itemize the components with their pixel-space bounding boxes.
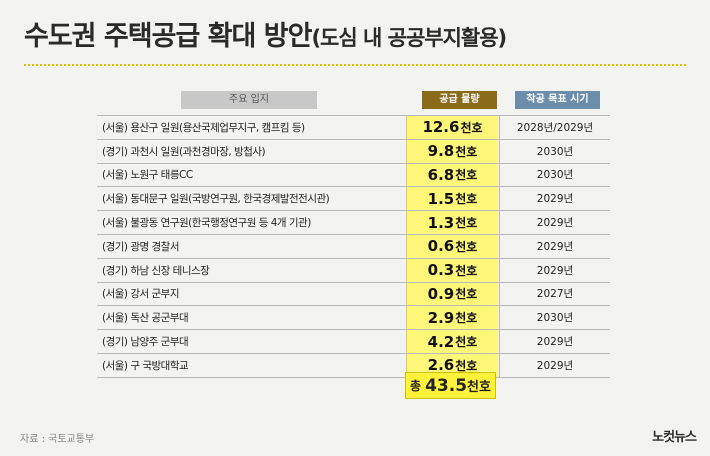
- row-volume: 0.9 천호: [406, 282, 498, 306]
- row-location: (서울) 강서 군부지: [102, 288, 180, 301]
- volume-value: 0.9: [427, 284, 455, 303]
- title-sub: (도심 내 공공부지활용): [311, 26, 507, 50]
- row-location: (경기) 하남 신장 테니스장: [102, 264, 210, 277]
- row-volume: 1.3 천호: [406, 211, 498, 234]
- row-start: 2030년: [499, 139, 610, 163]
- table-row: (서울) 독산 공군부대 2.9 천호 2030년: [97, 306, 610, 331]
- table-row: (경기) 남양주 군부대 4.2 천호 2029년: [97, 330, 610, 354]
- volume-value: 4.2: [427, 332, 455, 351]
- total-badge: 총 43.5 천호: [405, 372, 496, 399]
- row-location: (서울) 독산 공군부대: [102, 312, 189, 325]
- table-row: (서울) 동대문구 일원(국방연구원, 한국경제발전전시관) 1.5 천호 2029년: [97, 187, 610, 212]
- title-divider: [24, 64, 686, 66]
- row-location: (경기) 남양주 군부대: [102, 336, 189, 349]
- table-body: (서울) 용산구 일원(용산국제업무지구, 캠프킴 등) 12.6 천호 2028년/…: [97, 115, 610, 378]
- row-volume: 0.3 천호: [406, 258, 498, 282]
- row-volume: 2.9 천호: [406, 306, 498, 330]
- row-volume: 4.2 천호: [406, 330, 498, 353]
- row-start: 2030년: [499, 306, 610, 330]
- volume-unit: 천호: [455, 311, 478, 326]
- row-volume: 2.6 천호: [406, 353, 498, 377]
- volume-unit: 천호: [455, 192, 478, 207]
- row-location: (경기) 광명 경찰서: [102, 240, 180, 253]
- row-start: 2030년: [499, 163, 610, 187]
- volume-unit: 천호: [455, 239, 478, 254]
- row-start: 2029년: [499, 187, 610, 211]
- row-volume: 1.5 천호: [406, 187, 498, 211]
- table-row: (서울) 용산구 일원(용산국제업무지구, 캠프킴 등) 12.6 천호 2028년/…: [97, 116, 610, 140]
- volume-unit: 천호: [455, 335, 478, 350]
- total-label: 총: [410, 379, 422, 393]
- header-location: 주요 입지: [181, 91, 317, 109]
- volume-value: 0.3: [427, 261, 455, 280]
- row-start: 2027년: [499, 282, 610, 306]
- volume-unit: 천호: [455, 168, 478, 183]
- publisher-logo: 노컷뉴스: [652, 430, 697, 445]
- table-header: 주요 입지 공급 물량 착공 목표 시기: [97, 91, 610, 109]
- table-row: (서울) 불광동 연구원(한국행정연구원 등 4개 기관) 1.3 천호 2029년: [97, 211, 610, 235]
- row-location: (서울) 구 국방대학교: [102, 359, 189, 372]
- volume-value: 12.6: [422, 118, 460, 137]
- page-title: 수도권 주택공급 확대 방안(도심 내 공공부지활용): [24, 14, 507, 53]
- total-value: 43.5: [425, 375, 468, 396]
- row-location: (서울) 불광동 연구원(한국행정연구원 등 4개 기관): [102, 217, 311, 230]
- volume-value: 6.8: [427, 165, 455, 184]
- row-start: 2029년: [499, 330, 610, 353]
- table-row: (경기) 광명 경찰서 0.6 천호 2029년: [97, 234, 610, 259]
- row-volume: 6.8 천호: [406, 163, 498, 187]
- volume-value: 0.6: [427, 237, 455, 256]
- row-location: (서울) 용산구 일원(용산국제업무지구, 캠프킴 등): [102, 121, 305, 134]
- row-volume: 12.6 천호: [406, 116, 498, 139]
- volume-unit: 천호: [455, 263, 478, 278]
- volume-unit: 천호: [455, 287, 478, 302]
- row-volume: 0.6 천호: [406, 234, 498, 258]
- volume-value: 9.8: [427, 142, 455, 161]
- volume-unit: 천호: [455, 358, 478, 373]
- volume-value: 2.6: [427, 356, 455, 375]
- table-row: (서울) 구 국방대학교 2.6 천호 2029년: [97, 353, 610, 378]
- volume-value: 1.5: [427, 189, 455, 208]
- title-main: 수도권 주택공급 확대 방안: [24, 21, 312, 52]
- supply-table: 주요 입지 공급 물량 착공 목표 시기 (서울) 용산구 일원(용산국제업무지…: [97, 91, 610, 378]
- volume-unit: 천호: [460, 120, 483, 135]
- row-start: 2029년: [499, 353, 610, 377]
- row-start: 2028년/2029년: [499, 116, 610, 139]
- table-row: (경기) 하남 신장 테니스장 0.3 천호 2029년: [97, 258, 610, 283]
- row-location: (경기) 과천시 일원(과천경마장, 방첩사): [102, 145, 266, 158]
- row-start: 2029년: [499, 234, 610, 258]
- row-volume: 9.8 천호: [406, 139, 498, 163]
- volume-unit: 천호: [455, 216, 478, 231]
- table-row: (서울) 노원구 태릉CC 6.8 천호 2030년: [97, 163, 610, 188]
- table-row: (경기) 과천시 일원(과천경마장, 방첩사) 9.8 천호 2030년: [97, 139, 610, 164]
- total-unit: 천호: [467, 380, 491, 395]
- row-location: (서울) 동대문구 일원(국방연구원, 한국경제발전전시관): [102, 193, 330, 206]
- table-row: (서울) 강서 군부지 0.9 천호 2027년: [97, 282, 610, 307]
- volume-value: 2.9: [427, 308, 455, 327]
- source-note: 자료 : 국토교통부: [20, 434, 95, 445]
- row-start: 2029년: [499, 211, 610, 234]
- volume-value: 1.3: [427, 213, 455, 232]
- header-volume: 공급 물량: [422, 91, 497, 109]
- row-start: 2029년: [499, 258, 610, 282]
- header-start: 착공 목표 시기: [515, 91, 600, 109]
- row-location: (서울) 노원구 태릉CC: [102, 169, 193, 182]
- volume-unit: 천호: [455, 144, 478, 159]
